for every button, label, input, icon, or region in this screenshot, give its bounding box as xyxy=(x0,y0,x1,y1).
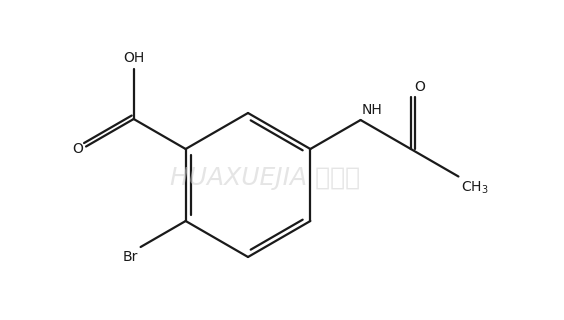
Text: O: O xyxy=(72,141,83,156)
Text: Br: Br xyxy=(122,250,138,264)
Text: NH: NH xyxy=(362,103,382,117)
Text: HUAXUEJIA 化学加: HUAXUEJIA 化学加 xyxy=(170,166,360,190)
Text: O: O xyxy=(414,80,425,94)
Text: CH$_3$: CH$_3$ xyxy=(461,180,489,196)
Text: OH: OH xyxy=(123,51,144,65)
